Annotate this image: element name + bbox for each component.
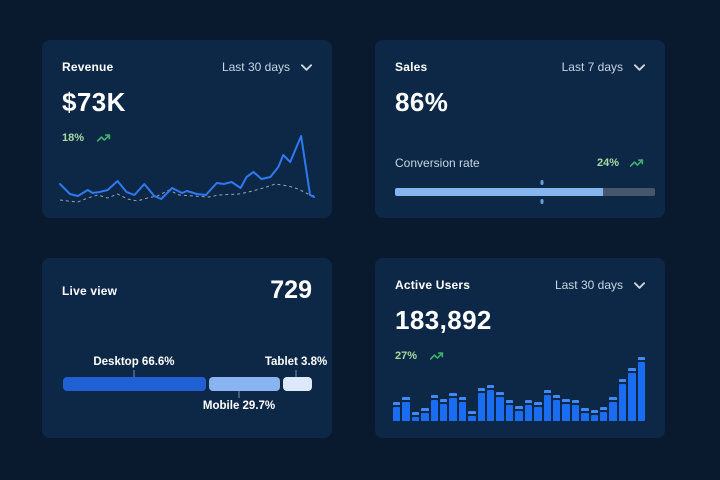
bar <box>524 400 533 421</box>
segment-tablet <box>282 377 313 391</box>
active-users-card-header: Active Users Last 30 days <box>395 278 645 292</box>
segment-desktop <box>63 377 206 391</box>
live-view-segment-bar <box>63 377 313 391</box>
live-view-chart: Desktop 66.6% Mobile 29.7% Tablet 3.8% <box>63 356 327 412</box>
revenue-range-select[interactable]: Last 30 days <box>222 60 312 74</box>
sales-range-select[interactable]: Last 7 days <box>562 60 645 74</box>
conversion-rate-row: Conversion rate 24% <box>395 156 645 170</box>
bar <box>458 397 467 421</box>
revenue-card-header: Revenue Last 30 days <box>62 60 312 74</box>
bar <box>599 407 608 421</box>
active-users-bar-chart <box>393 357 645 421</box>
trending-up-icon <box>96 134 111 142</box>
segment-tick <box>295 370 298 377</box>
bar <box>496 392 504 421</box>
revenue-delta-badge: 18% <box>62 131 312 145</box>
bar <box>571 400 580 421</box>
bar <box>590 410 598 421</box>
bar <box>440 399 448 421</box>
bar <box>477 388 486 421</box>
chevron-down-icon <box>301 63 312 71</box>
segment-tick <box>132 370 135 377</box>
active-users-delta-text: 27% <box>395 349 418 362</box>
revenue-card: Revenue Last 30 days $73K 18% <box>42 40 332 218</box>
trending-up-icon <box>629 159 644 167</box>
bar <box>430 395 439 421</box>
bar <box>552 395 561 421</box>
segment-label-desktop: Desktop 66.6% <box>93 356 175 368</box>
sales-range-label: Last 7 days <box>561 60 623 74</box>
bar <box>562 399 570 421</box>
bar <box>581 408 589 421</box>
segment-label-tablet: Tablet 3.8% <box>264 356 328 368</box>
live-view-card-title: Live view <box>62 283 118 298</box>
active-users-range-label: Last 30 days <box>554 278 623 292</box>
bar <box>637 357 645 421</box>
live-view-card: Live view 729 Desktop 66.6% Mobile 29.7% T… <box>42 258 332 438</box>
segment-label-mobile: Mobile 29.7% <box>202 400 276 412</box>
active-users-card: Active Users Last 30 days 183,892 27% <box>375 258 665 438</box>
conversion-progress <box>395 180 655 204</box>
bar <box>505 400 514 421</box>
segment-tick <box>238 391 241 398</box>
bar <box>411 412 420 421</box>
chevron-down-icon <box>634 281 645 289</box>
conversion-delta-text: 24% <box>596 157 619 169</box>
bar <box>421 408 429 421</box>
bar <box>393 402 401 421</box>
active-users-delta-badge: 27% <box>395 349 645 363</box>
bar <box>609 397 617 421</box>
bar <box>515 406 523 421</box>
conversion-rate-label: Conversion rate <box>395 156 480 170</box>
progress-track <box>395 188 655 196</box>
bar <box>618 379 627 421</box>
revenue-line-previous <box>59 183 315 203</box>
sales-card-header: Sales Last 7 days <box>395 60 645 74</box>
revenue-card-title: Revenue <box>62 60 114 74</box>
bar <box>543 390 551 421</box>
revenue-range-label: Last 30 days <box>221 60 290 74</box>
progress-target-marker <box>540 199 544 204</box>
revenue-delta-text: 18% <box>62 131 85 144</box>
revenue-line-chart <box>59 135 316 203</box>
revenue-line-current <box>59 135 316 200</box>
bar <box>628 368 636 421</box>
trending-up-icon <box>429 352 444 360</box>
live-view-value: 729 <box>270 276 312 304</box>
bar <box>534 402 542 421</box>
sales-card: Sales Last 7 days 86% Conversion rate 24… <box>375 40 665 218</box>
bar <box>402 397 410 421</box>
chevron-down-icon <box>634 63 645 71</box>
active-users-range-select[interactable]: Last 30 days <box>555 278 645 292</box>
segment-mobile <box>208 377 280 391</box>
active-users-value: 183,892 <box>395 305 492 335</box>
live-view-card-header: Live view 729 <box>62 278 312 303</box>
sales-progress-fill <box>395 188 603 196</box>
bar <box>487 385 495 421</box>
sales-card-title: Sales <box>395 60 428 74</box>
bar <box>468 411 476 421</box>
conversion-delta-badge: 24% <box>597 156 645 170</box>
sales-value: 86% <box>395 87 449 117</box>
revenue-value: $73K <box>62 87 126 117</box>
progress-target-marker <box>540 180 544 185</box>
bar <box>449 393 457 421</box>
active-users-card-title: Active Users <box>395 278 471 292</box>
